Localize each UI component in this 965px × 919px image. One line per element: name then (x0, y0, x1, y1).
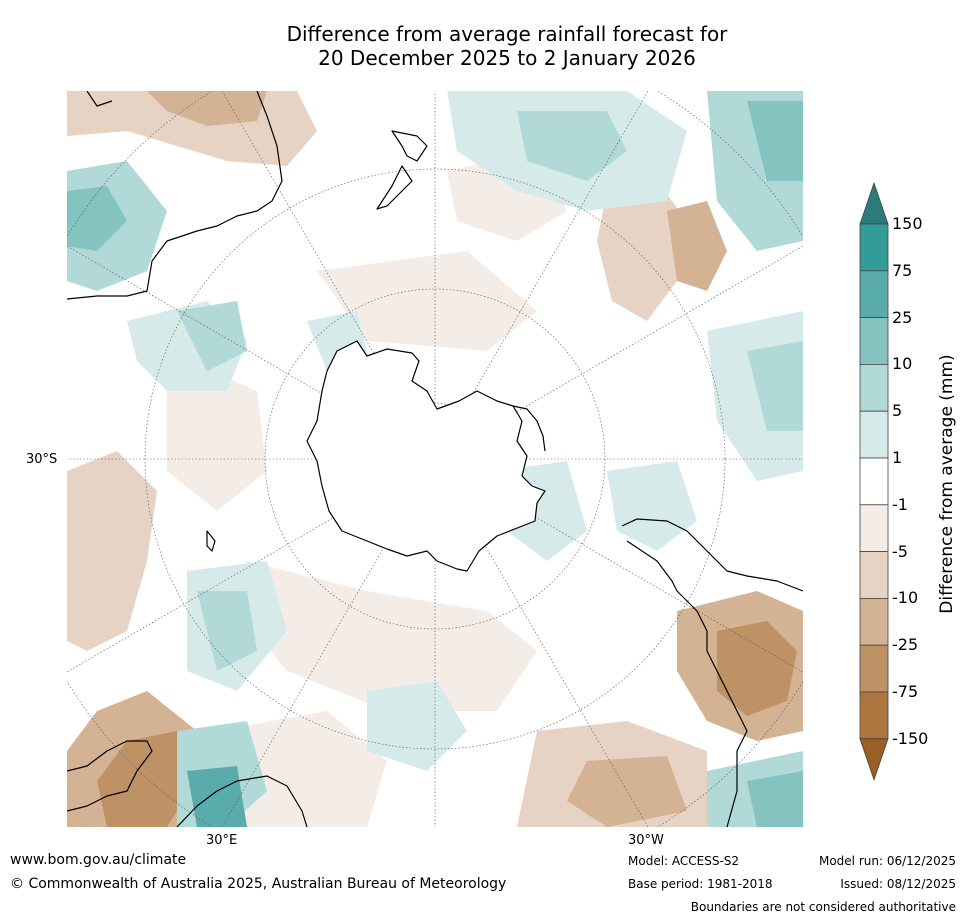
colorbar-bin (859, 457, 889, 506)
dry-patch (567, 756, 687, 827)
australia-coastline (67, 91, 283, 300)
map-title-line-2: 20 December 2025 to 2 January 2026 (318, 46, 696, 70)
colorbar-tick-label: 1 (892, 448, 903, 467)
australia-north-coastline (86, 91, 113, 107)
dry-anomaly-patches (67, 91, 803, 827)
colorbar-tick-label: 25 (892, 307, 913, 327)
colorbar-bin-extend-bottom (859, 738, 889, 782)
colorbar-bin-extend-top (859, 181, 889, 225)
south-america-coastline (621, 518, 803, 592)
colorbar-tick-label: -150 (892, 728, 929, 748)
colorbar-bin (859, 644, 889, 693)
colorbar-bin (859, 223, 889, 272)
south-america-coastline-south (626, 540, 748, 827)
wet-patch (187, 766, 247, 827)
colorbar-bin (859, 504, 889, 552)
colorbar-bin (859, 597, 889, 646)
latitude-label-30s: 30°S (26, 452, 58, 467)
wet-patch (747, 341, 803, 431)
footer-model: Model: ACCESS-S2 (628, 854, 740, 868)
colorbar-title: Difference from average (mm) (937, 354, 957, 614)
wet-patch (607, 461, 697, 551)
colorbar-bin (859, 363, 889, 412)
map-title-line-1: Difference from average rainfall forecas… (286, 22, 728, 46)
dry-patch (217, 711, 387, 827)
wet-patch (517, 111, 627, 181)
footer-model-run: Model run: 06/12/2025 (818, 854, 956, 868)
colorbar-bin (859, 410, 889, 459)
colorbar (859, 181, 889, 782)
wet-patch (747, 101, 803, 181)
graticule-circle (144, 168, 726, 750)
madagascar-coastline (206, 530, 216, 552)
africa-coastline (67, 740, 153, 812)
footer-copyright: © Commonwealth of Australia 2025, Austra… (10, 876, 507, 892)
colorbar-bin (859, 551, 889, 599)
colorbar-bin (859, 691, 889, 740)
wet-anomaly-patches (67, 91, 803, 827)
wet-patch (367, 681, 467, 771)
footer-url[interactable]: www.bom.gov.au/climate (10, 852, 187, 868)
dry-patch (67, 451, 157, 651)
dry-patch (97, 731, 197, 827)
colorbar-tick-label: 75 (892, 260, 913, 280)
colorbar-tick-label: -10 (892, 588, 919, 608)
colorbar-bins (859, 181, 889, 782)
dry-patch (717, 621, 797, 716)
coastlines (67, 91, 803, 827)
wet-patch (747, 771, 803, 827)
colorbar-tick-label: 5 (892, 401, 903, 421)
colorbar-tick-label: -1 (892, 494, 908, 514)
dry-patch (237, 561, 537, 711)
footer-issued: Issued: 08/12/2025 (840, 877, 956, 891)
colorbar-tick-label: 150 (892, 214, 923, 233)
colorbar-bin (859, 317, 889, 365)
dry-patch (667, 201, 727, 291)
rainfall-anomaly-map (67, 91, 803, 827)
longitude-label-30w: 30°W (628, 833, 664, 848)
colorbar-tick-label: -5 (892, 541, 908, 561)
colorbar-tick-label: -25 (892, 635, 919, 655)
dry-patch (597, 181, 687, 321)
new-zealand-south-coastline (376, 165, 413, 210)
longitude-label-30e: 30°E (206, 833, 238, 848)
antarctic-peninsula (512, 405, 546, 452)
wet-patch (197, 591, 257, 671)
dry-patch (147, 91, 267, 126)
colorbar-bin (859, 270, 889, 319)
dry-patch (317, 251, 537, 351)
graticule-circle (264, 288, 606, 630)
wet-patch (177, 301, 247, 371)
map-canvas (67, 91, 803, 827)
footer-boundaries-note: Boundaries are not considered authoritat… (690, 900, 956, 914)
footer-base-period: Base period: 1981-2018 (628, 877, 773, 891)
africa-east-coastline (176, 775, 308, 827)
colorbar-tick-label: 10 (892, 354, 913, 374)
wet-patch (67, 186, 127, 251)
antarctica-coastline (306, 340, 546, 572)
colorbar-tick-label: -75 (892, 682, 919, 701)
new-zealand-coastline (391, 130, 428, 162)
